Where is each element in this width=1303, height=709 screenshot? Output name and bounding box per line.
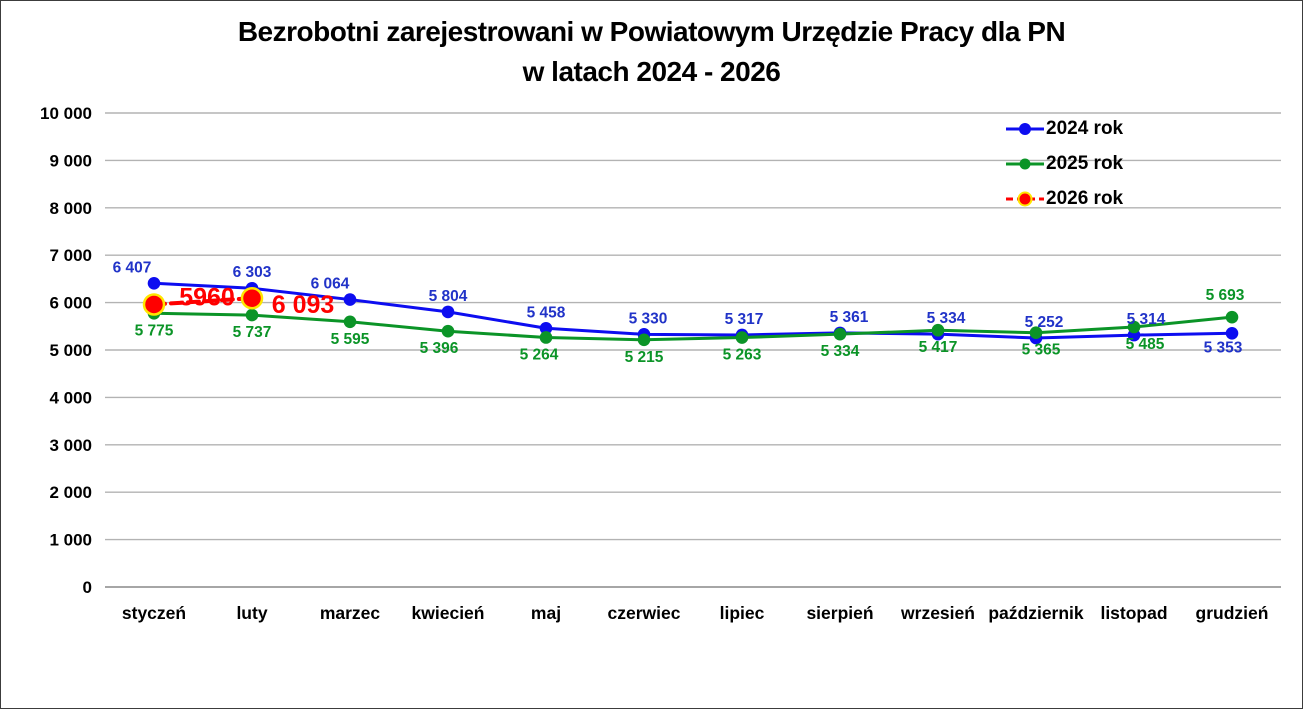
legend-label-2024: 2024 rok [1046, 117, 1124, 139]
data-label-2025-rok: 5 595 [331, 331, 370, 348]
y-tick-label: 0 [83, 578, 92, 597]
data-label-2025-rok: 5 737 [233, 324, 272, 341]
data-label-2024-rok: 5 353 [1204, 339, 1243, 356]
data-label-2024-rok: 6 407 [113, 259, 152, 276]
series-line-2024-rok [152, 281, 1234, 340]
x-axis-label: czerwiec [608, 603, 681, 623]
x-axis-label: lipiec [720, 603, 765, 623]
legend-marker-2026-icon [1006, 191, 1044, 206]
legend-label-2025: 2025 rok [1046, 152, 1124, 174]
y-tick-label: 2 000 [49, 483, 92, 502]
data-point-2025-rok [637, 333, 651, 347]
data-point-2025-rok [539, 331, 553, 344]
data-point-2026-rok [142, 293, 166, 316]
x-axis-label: luty [236, 603, 267, 623]
legend-label-2026: 2026 rok [1046, 187, 1124, 209]
data-label-2024-rok: 5 314 [1127, 311, 1166, 328]
data-label-2024-rok: 5 361 [830, 309, 869, 326]
data-point-2025-rok [1127, 320, 1141, 334]
data-label-2025-rok: 5 775 [135, 322, 174, 339]
y-tick-label: 10 000 [40, 104, 92, 123]
data-label-2025-rok: 5 396 [420, 340, 459, 357]
legend-marker-2025-icon [1006, 158, 1044, 169]
x-axis-label: sierpień [806, 603, 873, 623]
data-label-2026-rok: 5960 [179, 283, 235, 311]
chart-title: Bezrobotni zarejestrowani w Powiatowym U… [0, 12, 1303, 92]
data-point-2024-rok [1225, 326, 1239, 340]
data-point-2024-rok [539, 321, 553, 335]
y-tick-label: 3 000 [49, 436, 92, 455]
x-axis-label: listopad [1100, 603, 1167, 623]
x-axis-label: październik [988, 603, 1084, 623]
data-label-2025-rok: 5 485 [1126, 336, 1165, 353]
series-line-2026-rok [152, 296, 254, 307]
legend-item-2025: 2025 rok [1006, 146, 1123, 181]
data-point-2024-rok [147, 277, 161, 290]
y-tick-label: 1 000 [49, 531, 92, 550]
data-point-2024-rok [441, 305, 455, 319]
data-label-2025-rok: 5 215 [625, 349, 664, 366]
x-axis-label: styczeń [122, 603, 186, 623]
data-label-2025-rok: 5 264 [520, 346, 559, 363]
data-point-2025-rok [931, 323, 945, 337]
data-label-2024-rok: 5 330 [629, 310, 668, 327]
y-tick-label: 5 000 [49, 341, 92, 360]
y-tick-label: 6 000 [49, 294, 92, 313]
data-label-2026-rok: 6 093 [272, 291, 335, 319]
legend-marker-2024-icon [1006, 122, 1044, 135]
legend: 2024 rok 2025 rok 2026 rok [1006, 111, 1123, 216]
data-label-2024-rok: 5 252 [1025, 314, 1064, 331]
legend-item-2026: 2026 rok [1006, 181, 1123, 216]
data-point-2026-rok [240, 286, 264, 310]
data-label-2024-rok: 6 303 [233, 264, 272, 281]
y-tick-label: 4 000 [49, 388, 92, 407]
data-point-2024-rok [343, 293, 357, 306]
x-axis-label: grudzień [1196, 603, 1269, 623]
data-point-2025-rok [343, 315, 357, 329]
data-label-2025-rok: 5 263 [723, 347, 762, 364]
x-axis-label: kwiecień [412, 603, 485, 623]
legend-item-2024: 2024 rok [1006, 111, 1123, 146]
data-label-2025-rok: 5 365 [1022, 342, 1061, 359]
x-axis-label: maj [531, 603, 561, 623]
y-tick-label: 9 000 [49, 151, 92, 170]
data-point-2025-rok [441, 324, 455, 338]
data-point-2025-rok [833, 327, 847, 341]
data-label-2024-rok: 6 064 [311, 276, 350, 293]
data-label-2025-rok: 5 693 [1206, 287, 1245, 304]
y-tick-label: 7 000 [49, 246, 92, 265]
y-tick-label: 8 000 [49, 199, 92, 218]
series-line-2025-rok [152, 311, 1234, 342]
data-label-2025-rok: 5 417 [919, 339, 958, 356]
chart-title-line2: w latach 2024 - 2026 [522, 56, 781, 87]
data-point-2025-rok [735, 331, 749, 344]
data-label-2024-rok: 5 458 [527, 304, 566, 321]
data-point-2025-rok [1225, 310, 1239, 324]
x-axis-label: wrzesień [900, 603, 975, 623]
data-label-2024-rok: 5 334 [927, 310, 966, 327]
data-label-2024-rok: 5 804 [429, 288, 468, 305]
chart-title-line1: Bezrobotni zarejestrowani w Powiatowym U… [237, 16, 1066, 47]
data-label-2024-rok: 5 317 [725, 311, 764, 328]
data-point-2025-rok [1029, 326, 1043, 339]
x-axis-label: marzec [320, 603, 381, 623]
data-point-2025-rok [245, 308, 259, 322]
data-label-2025-rok: 5 334 [821, 343, 860, 360]
